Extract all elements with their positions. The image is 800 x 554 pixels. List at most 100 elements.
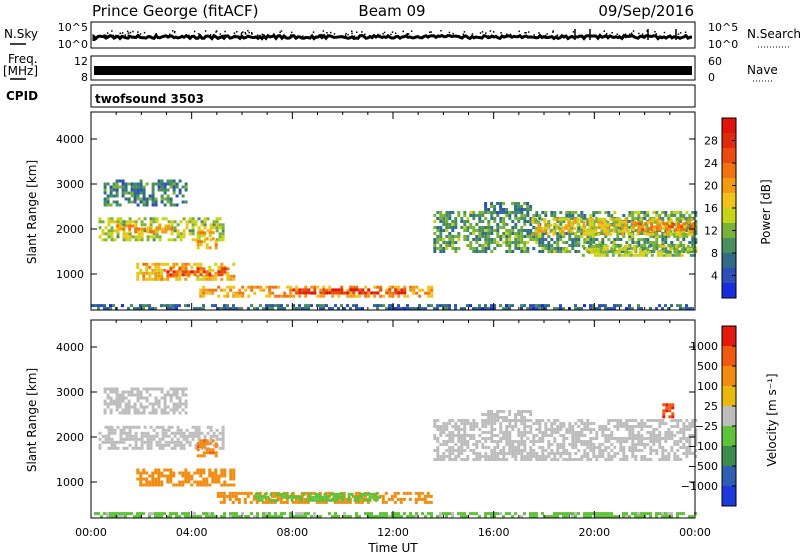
vel-cell — [221, 431, 225, 435]
vel-cell — [356, 498, 360, 502]
nave-label: Nave — [747, 63, 778, 77]
nsky-point — [127, 32, 130, 34]
power-cell — [157, 265, 161, 269]
vel-cell — [682, 437, 686, 440]
power-cell — [640, 223, 644, 226]
vel-cell — [234, 494, 238, 498]
power-cell — [496, 235, 500, 238]
vel-cell — [646, 458, 650, 461]
power-cell — [223, 307, 226, 311]
power-cell — [136, 271, 140, 275]
vel-cell — [161, 434, 165, 438]
power-cell — [537, 223, 541, 227]
power-cell — [602, 244, 606, 248]
power-cell — [671, 225, 675, 229]
vel-cell — [490, 512, 493, 516]
vel-cell — [505, 440, 509, 443]
vel-cell — [197, 431, 201, 435]
vel-cell — [160, 387, 164, 391]
vel-cell — [496, 410, 500, 413]
power-cell — [529, 205, 533, 208]
power-cell — [601, 241, 605, 244]
vel-cell — [541, 512, 544, 516]
vel-cell — [426, 494, 430, 498]
vel-cell — [640, 440, 644, 443]
power-cell — [481, 211, 485, 214]
nsky-point — [223, 34, 225, 36]
power-cell — [688, 241, 692, 244]
power-cell — [337, 294, 341, 298]
vel-cell — [222, 494, 226, 498]
vel-cell — [139, 390, 143, 394]
power-cell — [376, 285, 380, 289]
vel-cell — [628, 449, 632, 452]
power-cell — [523, 202, 527, 205]
power-cell — [221, 226, 225, 230]
power-cell — [511, 226, 515, 229]
vel-cell — [205, 515, 208, 519]
vel-cell — [181, 393, 185, 397]
vel-cell — [157, 477, 161, 481]
power-cell — [664, 214, 668, 217]
vel-cell — [658, 440, 662, 443]
power-cell — [286, 285, 290, 289]
power-cell — [110, 226, 114, 230]
power-cell — [685, 217, 689, 220]
power-cell — [154, 271, 158, 275]
vel-cell — [115, 387, 119, 391]
vel-cell — [508, 440, 512, 443]
vel-cell — [541, 434, 545, 437]
vel-cell — [454, 425, 458, 428]
vel-cell — [538, 425, 542, 428]
power-cell — [556, 247, 560, 250]
power-cell — [169, 304, 172, 308]
power-cell — [616, 232, 620, 235]
power-cell — [526, 235, 530, 238]
power-cell — [409, 285, 413, 289]
power-cell — [325, 304, 328, 308]
vel-cell — [420, 497, 424, 501]
nsky-point — [197, 33, 200, 35]
power-cell — [541, 244, 545, 247]
power-cell — [596, 244, 600, 248]
vel-cell — [160, 512, 163, 516]
power-cell — [595, 307, 598, 311]
vel-cell — [145, 399, 149, 403]
power-cell — [637, 211, 641, 214]
power-cell — [636, 229, 640, 233]
power-cell — [559, 235, 563, 238]
vel-cell — [98, 446, 102, 450]
vel-cell — [610, 437, 614, 440]
vel-cell — [414, 491, 418, 495]
power-cell — [157, 262, 161, 266]
vel-cell — [223, 483, 227, 487]
power-cell — [226, 304, 229, 308]
vel-cell — [670, 446, 674, 449]
power-cell — [184, 273, 188, 277]
vel-cell — [487, 437, 491, 440]
vel-cell — [502, 452, 506, 455]
vel-cell — [188, 440, 192, 444]
vel-cell — [193, 512, 196, 516]
power-cell — [196, 243, 200, 247]
power-cell — [391, 291, 395, 295]
vel-cell — [523, 449, 527, 452]
power-cell — [493, 208, 497, 211]
vel-cell — [448, 434, 452, 437]
vel-cell — [610, 449, 614, 452]
colorbar-tick-label: 28 — [704, 135, 718, 148]
vel-cell — [154, 411, 158, 415]
vel-cell — [317, 492, 321, 496]
colorbar-tick-label: −25 — [695, 420, 718, 433]
power-cell — [463, 229, 467, 232]
power-cell — [118, 203, 122, 207]
power-cell — [451, 244, 455, 247]
power-cell — [691, 211, 695, 214]
power-cell — [544, 238, 548, 241]
power-cell — [682, 244, 686, 247]
power-cell — [629, 253, 633, 257]
vel-cell — [199, 480, 203, 484]
power-cell — [112, 185, 116, 189]
vel-cell — [631, 434, 635, 437]
